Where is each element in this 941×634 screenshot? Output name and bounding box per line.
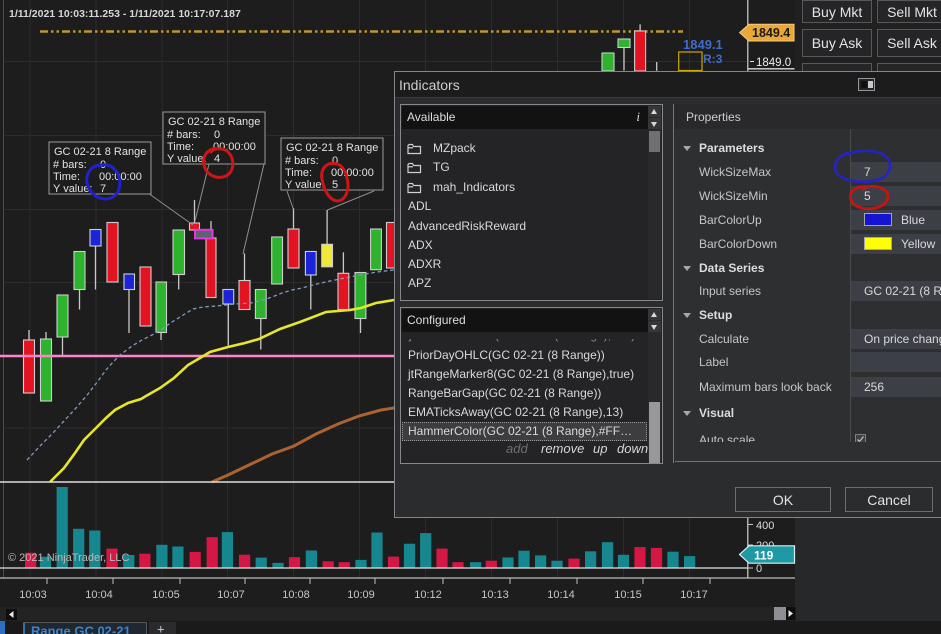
svg-text:5: 5 (332, 179, 338, 191)
svg-text:GC 02-21 8 Range: GC 02-21 8 Range (54, 146, 146, 158)
svg-text:10:07: 10:07 (217, 589, 245, 601)
svg-text:10:12: 10:12 (414, 589, 442, 601)
svg-text:R:3: R:3 (703, 52, 723, 66)
svg-text:1849.1: 1849.1 (683, 37, 723, 52)
svg-text:00:00:00: 00:00:00 (213, 141, 256, 153)
svg-text:1849.4: 1849.4 (752, 26, 790, 40)
svg-text:# bars:: # bars: (167, 129, 201, 141)
svg-text:+: + (157, 622, 165, 634)
svg-text:Range GC 02-21: Range GC 02-21 (31, 624, 131, 634)
svg-text:10:14: 10:14 (547, 589, 575, 601)
svg-text:0: 0 (214, 129, 220, 141)
svg-text:© 2021 NinjaTrader, LLC: © 2021 NinjaTrader, LLC (8, 552, 129, 564)
svg-text:# bars:: # bars: (285, 155, 319, 167)
svg-text:0: 0 (756, 563, 762, 575)
svg-text:Time:: Time: (53, 171, 80, 183)
svg-text:Y value:: Y value: (285, 179, 325, 191)
svg-text:10:05: 10:05 (152, 589, 180, 601)
svg-text:Time:: Time: (167, 141, 194, 153)
svg-text:GC 02-21 8 Range: GC 02-21 8 Range (168, 116, 260, 128)
svg-text:10:17: 10:17 (680, 589, 708, 601)
svg-text:4: 4 (214, 153, 220, 165)
svg-text:7: 7 (100, 183, 106, 195)
svg-text:1849.0: 1849.0 (756, 57, 791, 69)
svg-text:10:08: 10:08 (282, 589, 310, 601)
svg-text:# bars:: # bars: (53, 159, 87, 171)
svg-text:00:00:00: 00:00:00 (331, 167, 374, 179)
svg-text:1/11/2021 10:03:11.253 - 1/11/: 1/11/2021 10:03:11.253 - 1/11/2021 10:17… (9, 8, 241, 20)
svg-text:Y value:: Y value: (53, 183, 93, 195)
svg-text:119: 119 (754, 549, 774, 563)
svg-text:10:04: 10:04 (85, 589, 113, 601)
svg-text:400: 400 (756, 520, 774, 532)
svg-text:10:13: 10:13 (481, 589, 509, 601)
svg-text:GC 02-21 8 Range: GC 02-21 8 Range (286, 142, 378, 154)
svg-text:0: 0 (332, 155, 338, 167)
svg-text:Time:: Time: (285, 167, 312, 179)
svg-text:10:03: 10:03 (19, 589, 47, 601)
svg-text:Y value:: Y value: (167, 153, 207, 165)
svg-text:10:09: 10:09 (347, 589, 375, 601)
svg-text:10:15: 10:15 (614, 589, 642, 601)
